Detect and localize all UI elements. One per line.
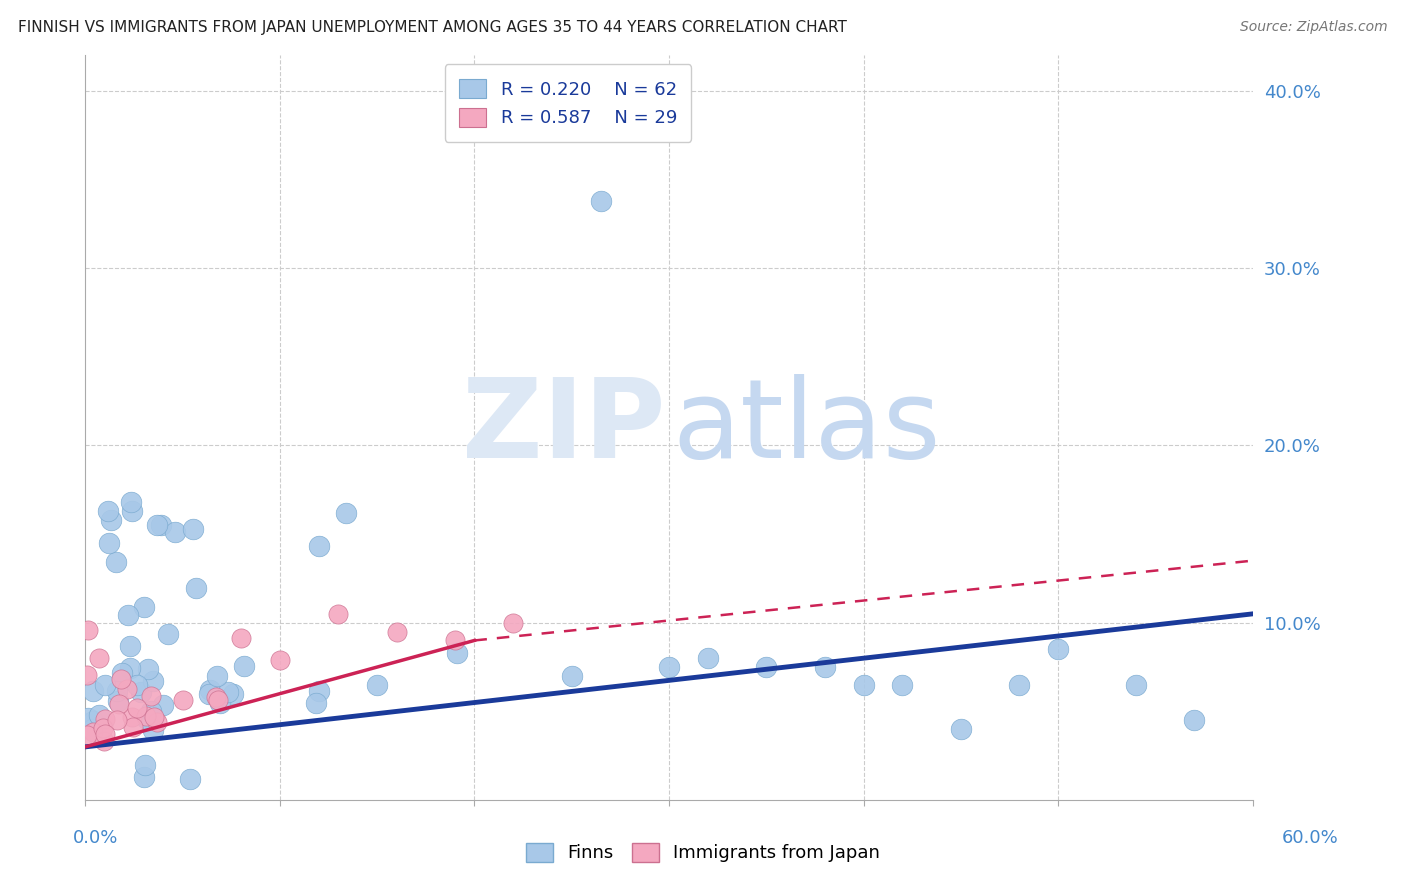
Point bbox=[142, 723, 165, 737]
Point bbox=[93, 678, 115, 692]
Legend: R = 0.220    N = 62, R = 0.587    N = 29: R = 0.220 N = 62, R = 0.587 N = 29 bbox=[444, 64, 692, 142]
Point bbox=[561, 669, 583, 683]
Point bbox=[82, 714, 104, 728]
Point bbox=[198, 687, 221, 701]
Point bbox=[385, 624, 408, 639]
Point bbox=[135, 708, 157, 723]
Point bbox=[94, 727, 117, 741]
Point bbox=[1047, 642, 1070, 657]
Point bbox=[217, 685, 239, 699]
Point bbox=[305, 696, 328, 710]
Legend: Finns, Immigrants from Japan: Finns, Immigrants from Japan bbox=[519, 836, 887, 870]
Point bbox=[93, 734, 115, 748]
Point bbox=[852, 678, 875, 692]
Point bbox=[127, 700, 149, 714]
Point bbox=[138, 662, 160, 676]
Point bbox=[82, 725, 104, 739]
Point bbox=[77, 624, 100, 638]
Point bbox=[146, 518, 169, 533]
Point bbox=[229, 631, 252, 645]
Point bbox=[205, 669, 228, 683]
Point bbox=[120, 495, 142, 509]
Point bbox=[108, 697, 131, 711]
Point bbox=[111, 666, 134, 681]
Text: atlas: atlas bbox=[672, 374, 941, 481]
Point bbox=[121, 504, 143, 518]
Point bbox=[100, 513, 122, 527]
Point bbox=[121, 710, 143, 724]
Point bbox=[1182, 713, 1205, 727]
Point bbox=[308, 683, 330, 698]
Point bbox=[444, 633, 467, 648]
Point bbox=[209, 696, 232, 710]
Point bbox=[89, 707, 111, 722]
Point bbox=[76, 729, 98, 743]
Point bbox=[105, 713, 128, 727]
Point bbox=[204, 690, 226, 705]
Point bbox=[87, 651, 110, 665]
Point bbox=[891, 678, 914, 692]
Point bbox=[97, 536, 120, 550]
Point bbox=[135, 712, 157, 726]
Point bbox=[696, 651, 718, 665]
Text: FINNISH VS IMMIGRANTS FROM JAPAN UNEMPLOYMENT AMONG AGES 35 TO 44 YEARS CORRELAT: FINNISH VS IMMIGRANTS FROM JAPAN UNEMPLO… bbox=[18, 20, 848, 35]
Point bbox=[127, 678, 149, 692]
Point bbox=[76, 668, 98, 682]
Point bbox=[97, 504, 120, 518]
Point bbox=[132, 600, 155, 615]
Point bbox=[308, 540, 330, 554]
Point bbox=[366, 678, 388, 692]
Point bbox=[122, 720, 145, 734]
Point bbox=[335, 506, 357, 520]
Point bbox=[94, 712, 117, 726]
Point bbox=[163, 525, 186, 540]
Point bbox=[200, 683, 222, 698]
Point bbox=[149, 518, 172, 533]
Point bbox=[232, 658, 254, 673]
Point bbox=[755, 660, 778, 674]
Point bbox=[104, 556, 127, 570]
Point bbox=[139, 689, 162, 703]
Point bbox=[269, 653, 291, 667]
Point bbox=[142, 674, 165, 689]
Point bbox=[115, 681, 138, 696]
Point bbox=[181, 522, 204, 536]
Point bbox=[118, 661, 141, 675]
Point bbox=[146, 714, 169, 729]
Point bbox=[589, 194, 612, 208]
Point bbox=[139, 704, 162, 718]
Point bbox=[814, 660, 837, 674]
Point bbox=[82, 683, 104, 698]
Point bbox=[107, 694, 129, 708]
Point bbox=[1008, 678, 1031, 692]
Point bbox=[76, 711, 98, 725]
Point bbox=[949, 722, 972, 736]
Text: ZIP: ZIP bbox=[463, 374, 665, 481]
Text: Source: ZipAtlas.com: Source: ZipAtlas.com bbox=[1240, 20, 1388, 34]
Point bbox=[143, 710, 166, 724]
Point bbox=[156, 627, 179, 641]
Point bbox=[207, 693, 229, 707]
Point bbox=[179, 772, 201, 786]
Text: 0.0%: 0.0% bbox=[73, 830, 118, 847]
Point bbox=[184, 581, 207, 595]
Point bbox=[658, 660, 681, 674]
Point bbox=[117, 607, 139, 622]
Point bbox=[80, 723, 103, 737]
Point bbox=[446, 646, 468, 660]
Point bbox=[134, 757, 156, 772]
Point bbox=[110, 673, 132, 687]
Point bbox=[131, 684, 153, 698]
Point bbox=[152, 698, 174, 712]
Point bbox=[91, 721, 114, 735]
Point bbox=[328, 607, 350, 621]
Point bbox=[502, 615, 524, 630]
Point bbox=[105, 684, 128, 698]
Point bbox=[120, 639, 142, 653]
Point bbox=[172, 693, 194, 707]
Point bbox=[132, 770, 155, 784]
Text: 60.0%: 60.0% bbox=[1282, 830, 1339, 847]
Point bbox=[221, 687, 243, 701]
Point bbox=[1125, 678, 1147, 692]
